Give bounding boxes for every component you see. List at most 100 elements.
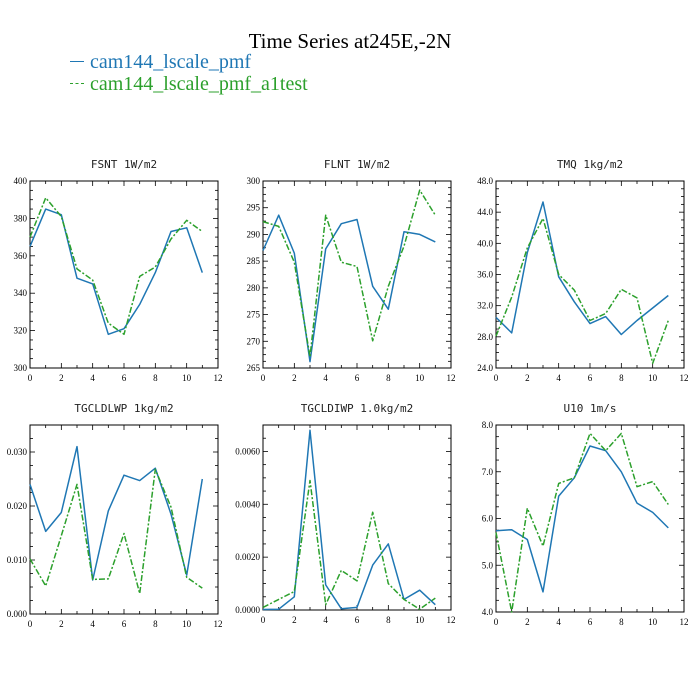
x-tick-label: 12 xyxy=(214,373,223,383)
y-tick-label: 280 xyxy=(247,283,261,293)
y-tick-label: 360 xyxy=(14,251,28,261)
x-tick-label: 10 xyxy=(415,373,425,383)
y-tick-label: 320 xyxy=(14,326,28,336)
x-tick-label: 12 xyxy=(447,615,456,625)
panel-title: TGCLDIWP 1.0kg/m2 xyxy=(301,402,414,415)
chart-panel-6: U10 1m/s 0 2 4 6 8 10 12 4.0 5.0 6.0 7.0 8.0 xyxy=(482,402,689,627)
panel-title: FSNT 1W/m2 xyxy=(91,158,157,171)
y-tick-label: 0.000 xyxy=(7,609,28,619)
x-tick-label: 0 xyxy=(261,615,266,625)
series-line-1 xyxy=(262,214,436,363)
x-tick-label: 2 xyxy=(292,615,297,625)
y-tick-label: 8.0 xyxy=(482,420,494,430)
x-tick-label: 2 xyxy=(292,373,297,383)
panel-title: TMQ 1kg/m2 xyxy=(557,158,623,171)
x-tick-label: 6 xyxy=(355,615,360,625)
x-tick-label: 0 xyxy=(494,617,499,627)
y-tick-label: 24.0 xyxy=(477,363,493,373)
x-tick-label: 2 xyxy=(525,373,530,383)
y-tick-label: 0.0040 xyxy=(235,499,260,509)
plot-frame xyxy=(29,424,219,615)
chart-panel-4: TGCLDLWP 1kg/m2 0 2 4 6 8 10 12 0.000 0.010 0.020 0… xyxy=(7,402,223,629)
y-tick-label: 340 xyxy=(14,288,28,298)
y-tick-label: 290 xyxy=(247,229,261,239)
y-tick-label: 0.0060 xyxy=(235,446,260,456)
plot-frame xyxy=(29,180,219,369)
y-tick-label: 6.0 xyxy=(482,514,494,524)
legend-label: cam144_lscale_pmf_a1test xyxy=(90,73,308,95)
series-line-1 xyxy=(495,201,669,336)
y-tick-label: 300 xyxy=(14,363,28,373)
series-line-1 xyxy=(495,445,669,593)
x-tick-label: 6 xyxy=(122,373,127,383)
x-tick-label: 0 xyxy=(28,373,33,383)
x-tick-label: 8 xyxy=(386,615,391,625)
x-tick-label: 4 xyxy=(556,617,561,627)
legend-entry-series-1: cam144_lscale_pmf xyxy=(70,52,251,72)
legend-entry-series-2: cam144_lscale_pmf_a1test xyxy=(70,74,308,94)
plot-frame xyxy=(495,180,685,369)
y-tick-label: 285 xyxy=(247,256,261,266)
y-tick-label: 0.020 xyxy=(7,501,28,511)
x-tick-label: 12 xyxy=(214,619,223,629)
chart-panel-1: FSNT 1W/m2 0 2 4 6 8 10 12 300 320 340 360 380 400 xyxy=(14,158,223,383)
x-tick-label: 12 xyxy=(680,617,689,627)
panel-title: FLNT 1W/m2 xyxy=(324,158,390,171)
legend-label: cam144_lscale_pmf xyxy=(90,51,252,73)
series-line-1 xyxy=(262,429,436,611)
x-tick-label: 10 xyxy=(182,619,192,629)
y-tick-label: 36.0 xyxy=(477,270,493,280)
x-tick-label: 8 xyxy=(386,373,391,383)
x-tick-label: 0 xyxy=(28,619,33,629)
plot-frame xyxy=(495,424,685,613)
y-tick-label: 275 xyxy=(247,310,261,320)
x-tick-label: 10 xyxy=(182,373,192,383)
x-tick-label: 12 xyxy=(680,373,689,383)
series-line-2 xyxy=(262,189,436,358)
chart-panel-2: FLNT 1W/m2 0 2 4 6 8 10 12 265 270 275 280 285 290 295… xyxy=(247,158,456,383)
plot-frame xyxy=(262,424,452,611)
x-tick-label: 4 xyxy=(323,615,328,625)
x-tick-label: 4 xyxy=(323,373,328,383)
panel-title: U10 1m/s xyxy=(564,402,617,415)
x-tick-label: 6 xyxy=(122,619,127,629)
x-tick-label: 2 xyxy=(525,617,530,627)
series-line-2 xyxy=(495,432,669,613)
y-tick-label: 4.0 xyxy=(482,607,494,617)
y-tick-label: 7.0 xyxy=(482,467,494,477)
y-tick-label: 44.0 xyxy=(477,207,493,217)
y-tick-label: 28.0 xyxy=(477,332,493,342)
x-tick-label: 6 xyxy=(355,373,360,383)
series-line-2 xyxy=(262,479,436,610)
x-tick-label: 8 xyxy=(619,373,624,383)
x-tick-label: 0 xyxy=(494,373,499,383)
x-tick-label: 8 xyxy=(153,373,158,383)
series-line-1 xyxy=(29,445,204,581)
series-line-2 xyxy=(29,197,203,336)
y-tick-label: 32.0 xyxy=(477,301,493,311)
x-tick-label: 10 xyxy=(648,373,658,383)
legend-line-icon xyxy=(70,60,84,62)
y-tick-label: 380 xyxy=(14,213,28,223)
series-line-2 xyxy=(29,468,203,595)
chart-panel-3: TMQ 1kg/m2 0 2 4 6 8 10 12 24.0 28.0 32.0 36.0 40.0 4… xyxy=(477,158,688,383)
x-tick-label: 4 xyxy=(90,619,95,629)
y-tick-label: 5.0 xyxy=(482,560,494,570)
y-tick-label: 265 xyxy=(247,363,261,373)
x-tick-label: 4 xyxy=(90,373,95,383)
y-tick-label: 48.0 xyxy=(477,176,493,186)
x-tick-label: 10 xyxy=(648,617,658,627)
x-tick-label: 0 xyxy=(261,373,266,383)
x-tick-label: 10 xyxy=(415,615,425,625)
series-line-2 xyxy=(495,217,670,365)
y-tick-label: 40.0 xyxy=(477,238,493,248)
x-tick-label: 4 xyxy=(556,373,561,383)
legend-line-icon xyxy=(70,82,84,84)
y-tick-label: 0.030 xyxy=(7,447,28,457)
figure-title: Time Series at245E,-2N xyxy=(248,29,452,53)
x-tick-label: 6 xyxy=(588,617,593,627)
x-tick-label: 2 xyxy=(59,373,64,383)
x-tick-label: 12 xyxy=(447,373,456,383)
